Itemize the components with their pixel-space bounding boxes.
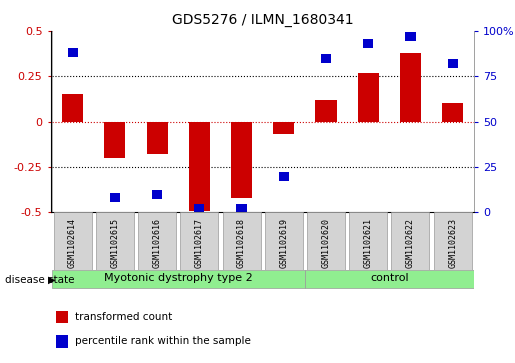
- Bar: [194, 204, 204, 213]
- Bar: [56, 311, 68, 323]
- Bar: [357, 73, 379, 122]
- Bar: [442, 103, 463, 122]
- Bar: [231, 122, 252, 198]
- Text: GSM1102621: GSM1102621: [364, 217, 373, 268]
- FancyBboxPatch shape: [96, 212, 134, 270]
- Bar: [104, 122, 125, 158]
- Text: GSM1102622: GSM1102622: [406, 217, 415, 268]
- FancyBboxPatch shape: [222, 212, 261, 270]
- Bar: [188, 122, 210, 211]
- FancyBboxPatch shape: [54, 212, 92, 270]
- Bar: [315, 100, 336, 122]
- Text: Myotonic dystrophy type 2: Myotonic dystrophy type 2: [104, 273, 252, 283]
- Bar: [321, 53, 331, 62]
- Bar: [56, 335, 68, 348]
- FancyBboxPatch shape: [52, 270, 305, 287]
- Text: GSM1102619: GSM1102619: [279, 217, 288, 268]
- Text: GSM1102618: GSM1102618: [237, 217, 246, 268]
- FancyBboxPatch shape: [180, 212, 218, 270]
- Bar: [273, 122, 294, 134]
- Bar: [62, 94, 83, 122]
- FancyBboxPatch shape: [391, 212, 430, 270]
- Text: GSM1102616: GSM1102616: [152, 217, 162, 268]
- Bar: [400, 53, 421, 122]
- Text: disease state: disease state: [5, 275, 75, 285]
- Bar: [279, 171, 289, 180]
- Bar: [110, 193, 120, 203]
- Text: control: control: [370, 273, 408, 283]
- Bar: [152, 189, 162, 199]
- Text: GSM1102614: GSM1102614: [68, 217, 77, 268]
- Bar: [363, 39, 373, 48]
- FancyBboxPatch shape: [434, 212, 472, 270]
- Bar: [146, 122, 167, 154]
- Bar: [236, 204, 247, 213]
- FancyBboxPatch shape: [307, 212, 345, 270]
- Text: GSM1102620: GSM1102620: [321, 217, 331, 268]
- Title: GDS5276 / ILMN_1680341: GDS5276 / ILMN_1680341: [172, 13, 353, 27]
- FancyBboxPatch shape: [349, 212, 387, 270]
- Bar: [67, 48, 78, 57]
- Text: ▶: ▶: [48, 275, 56, 285]
- Text: transformed count: transformed count: [75, 312, 172, 322]
- Text: GSM1102615: GSM1102615: [110, 217, 119, 268]
- Bar: [448, 59, 458, 68]
- FancyBboxPatch shape: [305, 270, 474, 287]
- Text: GSM1102617: GSM1102617: [195, 217, 204, 268]
- FancyBboxPatch shape: [138, 212, 176, 270]
- Bar: [405, 32, 416, 41]
- FancyBboxPatch shape: [265, 212, 303, 270]
- Text: percentile rank within the sample: percentile rank within the sample: [75, 337, 251, 346]
- Text: GSM1102623: GSM1102623: [448, 217, 457, 268]
